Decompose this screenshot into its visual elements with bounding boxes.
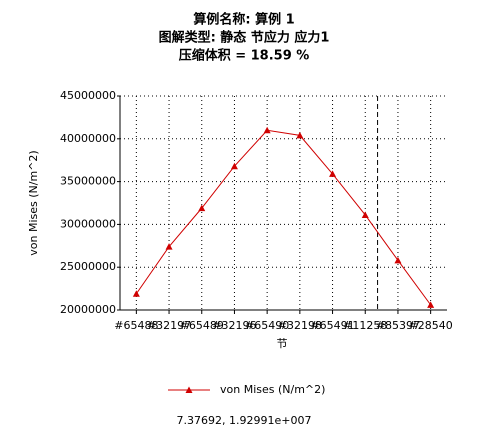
x-tick-label: #32196 [212, 319, 256, 332]
y-tick-label: 25000000 [60, 260, 116, 273]
x-tick-label: #11258 [343, 319, 387, 332]
marker [230, 162, 238, 170]
legend-marker [185, 386, 193, 393]
x-axis-label: 节 [277, 337, 288, 350]
chart-title: 图解类型: 静态 节应力 应力1 [159, 30, 330, 46]
chart-title: 算例名称: 算例 1 [193, 12, 294, 28]
marker [132, 290, 140, 297]
x-tick-label: #65489 [180, 319, 224, 332]
probe-label: 7.37692, 1.92991e+007 [177, 414, 312, 427]
marker [394, 256, 402, 264]
x-tick-label: #32198 [278, 319, 322, 332]
series-line [135, 129, 432, 306]
marker [296, 131, 304, 139]
marker [263, 126, 271, 134]
y-tick-label: 20000000 [60, 303, 116, 316]
marker [329, 170, 337, 177]
x-tick-label: #32197 [147, 319, 191, 332]
marker [198, 204, 206, 212]
x-tick-label: #65488 [114, 319, 158, 332]
marker [361, 211, 369, 218]
y-tick-label: 30000000 [60, 217, 116, 230]
y-tick-label: 35000000 [60, 175, 116, 188]
y-axis-label: von Mises (N/m^2) [27, 150, 40, 255]
chart-title: 压缩体积 = 18.59 % [179, 48, 310, 64]
y-tick-label: 40000000 [60, 132, 116, 145]
marker [165, 243, 173, 250]
x-tick-label: #85397 [376, 319, 420, 332]
legend-label: von Mises (N/m^2) [220, 383, 325, 396]
x-tick-label: #65490 [245, 319, 289, 332]
marker [427, 301, 435, 308]
y-tick-label: 45000000 [60, 89, 116, 102]
x-tick-label: #28540 [409, 319, 453, 332]
x-tick-label: #65491 [310, 319, 354, 332]
